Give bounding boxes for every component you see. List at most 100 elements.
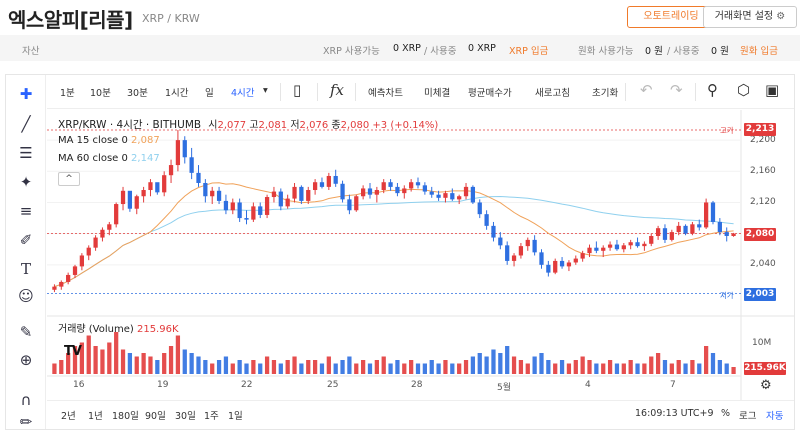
volume-bar	[724, 363, 729, 374]
volume-bar	[662, 360, 668, 374]
volume-bar	[573, 360, 578, 374]
interval-1h[interactable]: 1시간	[165, 88, 189, 99]
high-label: 고	[249, 120, 259, 131]
emoji-icon[interactable]: ☺	[18, 287, 34, 305]
volume-bar	[676, 360, 681, 374]
interval-dropdown[interactable]: ▾	[263, 85, 268, 96]
volume-bar	[168, 346, 174, 374]
chart-settings-icon[interactable]: ⚙	[760, 378, 772, 393]
range-1w[interactable]: 1주	[204, 411, 219, 422]
volume-bar	[566, 363, 572, 374]
xrp-available-label: XRP 사용가능	[323, 46, 380, 57]
magnet-icon[interactable]: ∩	[20, 391, 32, 409]
volume-bar	[601, 363, 606, 374]
horizontal-lines-icon[interactable]: ☰	[19, 144, 33, 162]
interval-4h[interactable]: 4시간	[231, 88, 255, 99]
camera-icon[interactable]: ▣	[765, 81, 780, 99]
toolbar-divider	[695, 83, 696, 101]
candle-body	[52, 286, 57, 290]
range-30d[interactable]: 30일	[175, 411, 196, 422]
settings-hex-icon[interactable]: ⬡	[737, 81, 751, 99]
volume-bar	[107, 342, 112, 374]
ruler-icon[interactable]: ✎	[19, 323, 33, 341]
candle-body	[223, 200, 229, 211]
candle-body	[546, 264, 551, 273]
candle-body	[724, 232, 729, 236]
candle-body	[264, 197, 270, 215]
log-toggle[interactable]: 로그	[739, 411, 757, 422]
percent-toggle[interactable]: %	[721, 408, 731, 419]
legend-collapse-button[interactable]: ^	[58, 172, 80, 186]
candle-body	[244, 218, 249, 220]
interval-1d[interactable]: 일	[205, 88, 214, 99]
indicator-icon[interactable]: fx	[330, 81, 345, 99]
volume-bar	[210, 363, 215, 374]
brush-icon[interactable]: ✐	[19, 231, 33, 249]
interval-1m[interactable]: 1분	[60, 88, 75, 99]
compare-search-icon[interactable]: ⚲	[707, 81, 718, 99]
interval-10m[interactable]: 10분	[90, 88, 111, 99]
candle-body	[415, 182, 421, 186]
crosshair-icon[interactable]: ✚	[19, 85, 33, 103]
volume-bar	[559, 360, 565, 374]
forecast-chart-button[interactable]: 예측차트	[368, 88, 403, 99]
candle-body	[539, 252, 544, 265]
trend-line-icon[interactable]: ╱	[21, 115, 31, 133]
interval-30m[interactable]: 30분	[127, 88, 148, 99]
range-1d[interactable]: 1일	[228, 411, 243, 422]
candle-body	[251, 206, 256, 220]
volume-bar	[230, 363, 235, 374]
candle-body	[347, 199, 352, 211]
volume-bar	[114, 332, 119, 374]
candle-body	[306, 190, 311, 201]
header: 엑스알피[리플] XRP / KRW 오토트레이딩 거래화면 설정 ⚙	[0, 0, 800, 34]
candle-body	[100, 229, 105, 238]
chart-toolbar: 1분 10분 30분 1시간 일 4시간 ▾ ▯ fx 예측차트 미체결 평균매…	[47, 75, 794, 109]
gear-icon: ⚙	[776, 11, 786, 22]
range-1y[interactable]: 1년	[88, 411, 103, 422]
candle-body	[285, 198, 290, 207]
volume-bar	[72, 346, 78, 374]
fib-icon[interactable]: ≡	[19, 202, 33, 220]
drawing-toolbar: ✚ ╱ ☰ ✦ ≡ ✐ T ☺ ✎ ⊕ ∩ ✏	[6, 75, 46, 431]
krw-deposit-link[interactable]: 원화 입금	[740, 46, 778, 57]
candle-type-icon[interactable]: ▯	[293, 81, 302, 99]
zoom-in-icon[interactable]: ⊕	[19, 351, 33, 369]
volume-bar	[237, 360, 242, 374]
range-180d[interactable]: 180일	[112, 411, 139, 422]
price-chart[interactable]	[47, 110, 794, 400]
open-orders-button[interactable]: 미체결	[424, 88, 451, 99]
candle-body	[210, 190, 215, 197]
range-2y[interactable]: 2년	[61, 411, 76, 422]
pencil-lock-icon[interactable]: ✏	[19, 413, 33, 431]
volume-bar	[223, 356, 229, 374]
candle-body	[422, 185, 427, 192]
volume-bar	[697, 363, 702, 374]
avg-buy-price-button[interactable]: 평균매수가	[468, 88, 512, 99]
text-icon[interactable]: T	[20, 260, 31, 278]
auto-toggle[interactable]: 자동	[766, 411, 784, 422]
volume-bar	[607, 360, 613, 374]
open-label: 시	[208, 120, 218, 131]
undo-icon[interactable]: ↶	[640, 81, 653, 99]
reset-button[interactable]: 초기화	[592, 88, 619, 99]
ma15-line	[54, 182, 734, 288]
candle-body	[662, 228, 668, 240]
ma15-label: MA 15 close 0	[58, 135, 128, 146]
candle-body	[120, 190, 126, 205]
xrp-in-use-label: / 사용중	[424, 46, 457, 57]
krw-available-label: 원화 사용가능	[578, 46, 634, 57]
refresh-button[interactable]: 새로고침	[535, 88, 570, 99]
ma60-line	[54, 195, 734, 288]
screen-setting-button[interactable]: 거래화면 설정 ⚙	[703, 6, 797, 28]
time-tick: 4	[585, 380, 591, 390]
redo-icon[interactable]: ↷	[670, 81, 683, 99]
candle-body	[381, 182, 386, 191]
xrp-deposit-link[interactable]: XRP 입금	[509, 46, 549, 57]
volume-bar	[470, 356, 476, 374]
volume-current-tag: 215.96K	[744, 362, 786, 375]
pattern-icon[interactable]: ✦	[19, 173, 33, 191]
candle-body	[155, 182, 160, 193]
auto-trading-button[interactable]: 오토트레이딩	[627, 6, 715, 28]
range-90d[interactable]: 90일	[145, 411, 166, 422]
